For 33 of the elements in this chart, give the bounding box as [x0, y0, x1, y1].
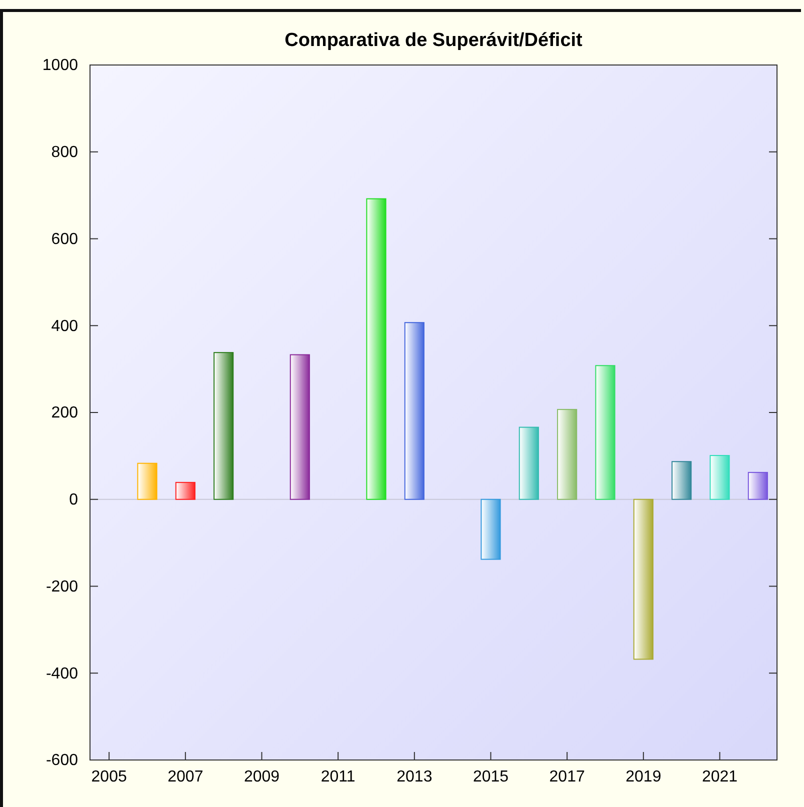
y-tick-label: 200 — [51, 404, 78, 422]
bar — [137, 462, 158, 500]
bar — [366, 198, 386, 500]
bar — [404, 322, 424, 500]
bar — [214, 352, 234, 500]
bar — [672, 461, 692, 500]
y-tick-label: 600 — [51, 230, 78, 248]
y-tick-label: 1000 — [42, 57, 78, 74]
y-tick-label: 800 — [51, 144, 78, 161]
bar — [710, 455, 730, 500]
x-tick-label: 2021 — [702, 768, 738, 786]
chart-title: Comparativa de Superávit/Déficit — [284, 30, 584, 51]
x-tick-label: 2007 — [168, 768, 204, 786]
bar — [633, 498, 654, 660]
y-tick-label: 400 — [51, 318, 78, 335]
x-tick-label: 2009 — [244, 768, 280, 786]
x-tick-label: 2013 — [396, 768, 432, 786]
y-tick-label: -400 — [46, 665, 78, 682]
bar — [595, 365, 616, 500]
x-tick-label: 2015 — [472, 768, 509, 786]
bar — [557, 408, 578, 500]
y-tick-label: 0 — [69, 491, 78, 508]
bar — [175, 482, 196, 500]
x-tick-label: 2017 — [549, 768, 585, 786]
x-tick-label: 2019 — [626, 768, 662, 786]
y-tick-label: -600 — [46, 752, 78, 770]
bar — [290, 354, 310, 500]
x-tick-label: 2005 — [91, 768, 127, 786]
bar — [480, 498, 501, 560]
bar — [748, 472, 768, 500]
y-tick-label: -200 — [46, 578, 78, 596]
x-tick-label: 2011 — [320, 768, 356, 786]
bar — [518, 426, 539, 500]
